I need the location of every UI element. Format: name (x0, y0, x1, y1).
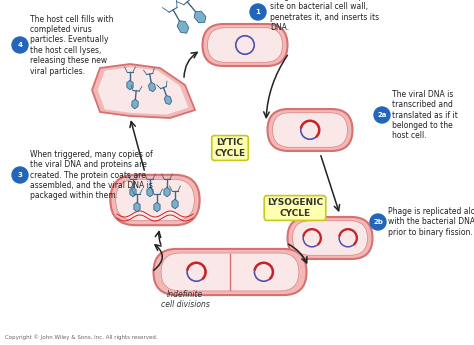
FancyBboxPatch shape (202, 24, 288, 66)
Polygon shape (148, 82, 155, 92)
Circle shape (12, 167, 28, 183)
FancyBboxPatch shape (292, 221, 367, 255)
FancyBboxPatch shape (267, 109, 353, 151)
FancyBboxPatch shape (154, 249, 307, 295)
Text: 2a: 2a (377, 112, 387, 118)
Polygon shape (172, 199, 178, 209)
Polygon shape (147, 187, 153, 197)
Text: Phage attaches to receptor
site on bacterial cell wall,
penetrates it, and inser: Phage attaches to receptor site on bacte… (270, 0, 379, 32)
Text: LYTIC
CYCLE: LYTIC CYCLE (214, 138, 246, 158)
Polygon shape (194, 11, 206, 23)
Polygon shape (130, 187, 136, 197)
Text: The viral DNA is
transcribed and
translated as if it
belonged to the
host cell.: The viral DNA is transcribed and transla… (392, 90, 458, 140)
Circle shape (374, 107, 390, 123)
Polygon shape (164, 187, 170, 197)
Text: The host cell fills with
completed virus
particles. Eventually
the host cell lys: The host cell fills with completed virus… (30, 14, 113, 76)
FancyBboxPatch shape (116, 179, 194, 221)
Polygon shape (132, 99, 138, 109)
Circle shape (370, 214, 386, 230)
Polygon shape (154, 202, 160, 212)
Text: Indefinite
cell divisions: Indefinite cell divisions (161, 290, 210, 309)
Polygon shape (134, 202, 140, 212)
Text: When triggered, many copies of
the viral DNA and proteins are
created. The prote: When triggered, many copies of the viral… (30, 150, 153, 200)
Polygon shape (98, 67, 188, 115)
Text: 4: 4 (18, 42, 22, 48)
Text: Copyright © John Wiley & Sons, Inc. All rights reserved.: Copyright © John Wiley & Sons, Inc. All … (5, 334, 158, 340)
Text: 1: 1 (255, 9, 260, 15)
FancyBboxPatch shape (288, 217, 373, 259)
FancyBboxPatch shape (273, 113, 347, 147)
FancyBboxPatch shape (208, 28, 283, 62)
Text: Phage is replicated along
with the bacterial DNA
prior to binary fission.: Phage is replicated along with the bacte… (388, 207, 474, 237)
Circle shape (250, 4, 266, 20)
Text: 3: 3 (18, 172, 22, 178)
Text: LYSOGENIC
CYCLE: LYSOGENIC CYCLE (267, 198, 323, 218)
FancyBboxPatch shape (161, 253, 299, 291)
FancyBboxPatch shape (110, 175, 200, 225)
Polygon shape (164, 96, 172, 105)
Text: 2b: 2b (373, 219, 383, 225)
Polygon shape (177, 21, 189, 33)
Circle shape (12, 37, 28, 53)
Polygon shape (127, 80, 133, 90)
Polygon shape (92, 64, 195, 118)
